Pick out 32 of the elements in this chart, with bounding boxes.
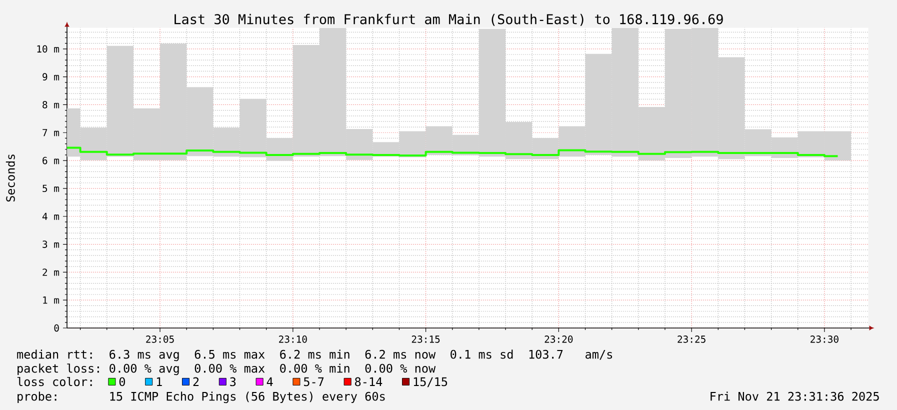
x-tick-label: 23:05	[146, 336, 174, 343]
text: Fri Nov 21 23:31:36 2025	[710, 392, 879, 401]
x-tick-label: 23:20	[544, 336, 573, 343]
y-tick-label: 8 m	[42, 101, 60, 108]
x-tick-label: 23:10	[279, 336, 307, 343]
y-tick-label: 4 m	[42, 212, 60, 220]
y-axis-title: Seconds	[6, 154, 15, 202]
legend-label: 3	[230, 377, 236, 386]
legend-label: 2	[193, 377, 199, 386]
x-tick-label: 23:15	[412, 336, 440, 343]
y-tick-label: 0	[54, 324, 59, 332]
y-tick-label: 5 m	[42, 184, 60, 192]
y-tick-label: 1 m	[43, 296, 60, 304]
text: packet loss: 0.00 % avg 0.00 % max 0.00 % min 0.00 % now	[18, 364, 436, 376]
legend-label: 4	[266, 377, 273, 386]
text: probe: 15 ICMP Echo Pings (56 Bytes) every 60s	[18, 392, 385, 404]
y-tick-label: 2 m	[42, 268, 60, 276]
legend-label: 1	[156, 377, 162, 386]
y-tick-label: 6 m	[42, 156, 60, 164]
legend-title: loss color:	[17, 376, 92, 386]
legend-label: 8-14	[355, 377, 382, 386]
y-tick-label: 7 m	[42, 129, 60, 136]
y-tick-label: 10 m	[37, 45, 60, 53]
chart-title: Last 30 Minutes from Frankfurt am Main (South-East) to 168.119.96.69	[174, 14, 723, 26]
legend-label: 0	[119, 377, 125, 386]
text: median rtt: 6.3 ms avg 6.5 ms max 6.2 ms min 6.2 ms now 0.1 ms sd 103.7 am/s	[17, 350, 612, 362]
y-tick-label: 9 m	[42, 73, 60, 80]
y-tick-label: 3 m	[42, 240, 60, 248]
legend-label: 15/15	[414, 377, 448, 388]
x-tick-label: 23:25	[678, 336, 706, 343]
x-tick-label: 23:30	[810, 336, 838, 343]
legend-label: 5-7	[304, 377, 324, 386]
